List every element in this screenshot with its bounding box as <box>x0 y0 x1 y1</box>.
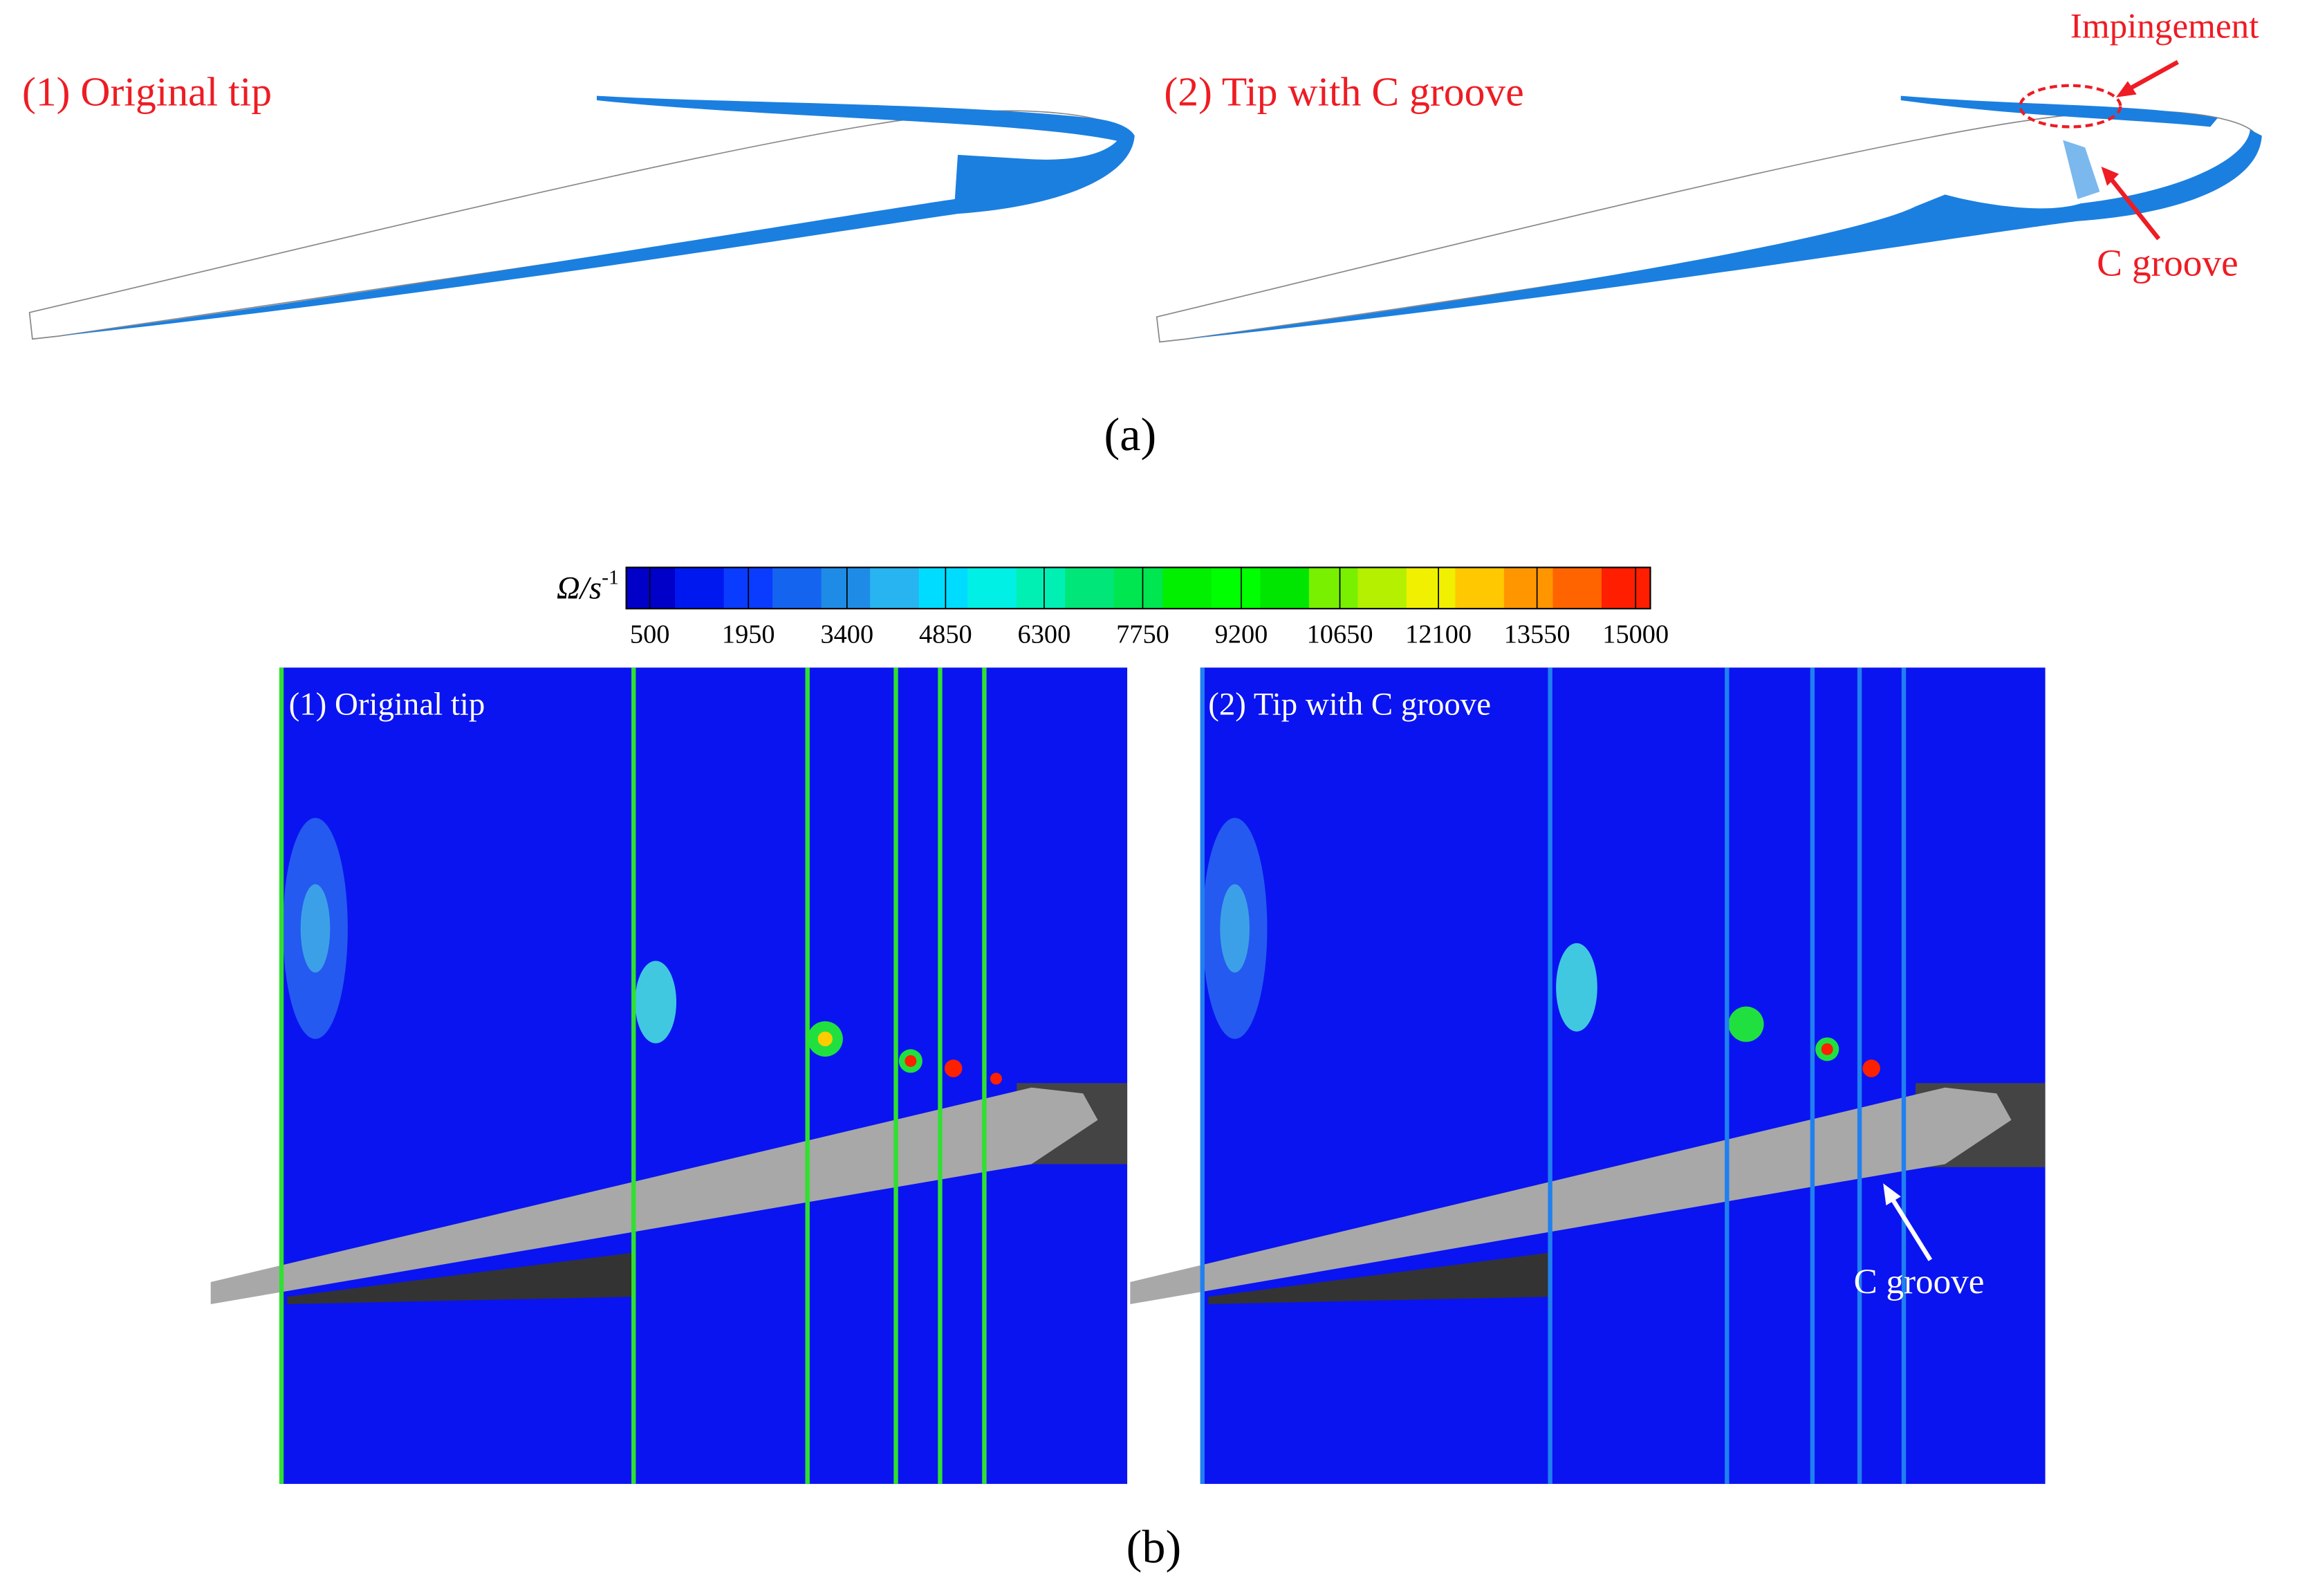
vortex-region <box>1728 1006 1764 1042</box>
panel-label: (1) Original tip <box>289 687 485 723</box>
colorbar-exponent: -1 <box>602 566 619 588</box>
arrow-head <box>2101 166 2120 186</box>
vortex-region <box>1821 1043 1833 1055</box>
colorbar-segment <box>967 567 1017 609</box>
colorbar-segment <box>1455 567 1505 609</box>
annotation: Impingement <box>2070 7 2259 46</box>
blade-shadow <box>1208 1252 1550 1304</box>
colorbar-segment <box>1552 567 1602 609</box>
vortex-region <box>1220 884 1250 973</box>
vortex-region <box>635 961 677 1043</box>
caption: (a) <box>1104 408 1157 461</box>
colorbar-segment <box>1260 567 1310 609</box>
colorbar-tick-label: 15000 <box>1602 620 1669 649</box>
contour-left: (1) Original tip <box>210 667 1128 1484</box>
colorbar: Ω/s-1 500 1950 3400 4850 6300 7750 9200 10650 12… <box>557 566 1669 649</box>
colorbar-unit: Ω/s <box>557 570 602 606</box>
colorbar-tick-label: 6300 <box>1018 620 1071 649</box>
colorbar-tick-label: 500 <box>630 620 670 649</box>
panel-a: (1) Original tip (2) Tip with C groove I… <box>22 7 2262 461</box>
colorbar-segment <box>1016 567 1066 609</box>
vortex-region <box>905 1055 917 1067</box>
annotation: C groove <box>1854 1262 1985 1301</box>
colorbar-frame <box>625 566 1651 610</box>
colorbar-segment <box>772 567 822 609</box>
colorbar-segment <box>1308 567 1359 609</box>
blade <box>1130 1087 2012 1304</box>
colorbar-segment <box>675 567 725 609</box>
colorbar-segment <box>1211 567 1261 609</box>
colorbar-segment <box>918 567 968 609</box>
vortex-region <box>944 1059 963 1077</box>
background <box>1200 667 2046 1484</box>
arrow-head <box>1883 1183 1901 1206</box>
blade-tip <box>28 110 1129 340</box>
panel-label: (1) Original tip <box>22 68 272 114</box>
panel-label: (2) Tip with C groove <box>1208 687 1491 723</box>
colorbar-segment <box>626 567 676 609</box>
colorbar-segment <box>1602 567 1651 609</box>
vortex <box>596 95 1135 142</box>
vortex-region <box>1556 943 1597 1032</box>
impingement-marker <box>2019 84 2122 129</box>
colorbar-tick-label: 13550 <box>1504 620 1570 649</box>
colorbar-tick-label: 9200 <box>1215 620 1268 649</box>
colorbar-segment <box>1065 567 1115 609</box>
vortex-region <box>300 884 331 973</box>
colorbar-label: Ω/s-1 <box>557 566 619 606</box>
plane-lines <box>1200 667 1907 1484</box>
colorbar-tick-label: 1950 <box>722 620 775 649</box>
vortex-region <box>817 1031 833 1047</box>
vortex-region <box>1862 1059 1880 1077</box>
arrow <box>2105 172 2161 241</box>
colorbar-segment <box>1406 567 1456 609</box>
colorbar-segment <box>821 567 871 609</box>
vortex-region <box>990 1073 1002 1085</box>
blade-shadow <box>287 1252 634 1304</box>
blade-tip <box>1156 110 2256 343</box>
colorbar-tick-label: 4850 <box>919 620 972 649</box>
colorbar-tick-label: 7750 <box>1116 620 1169 649</box>
colorbar-segment <box>870 567 920 609</box>
blade <box>210 1087 1098 1304</box>
arrow <box>1887 1192 1933 1261</box>
colorbar-tick-label: 3400 <box>820 620 873 649</box>
arrow-head <box>2115 81 2137 98</box>
colorbar-segment <box>1113 567 1163 609</box>
colorbar-tick-label: 10650 <box>1307 620 1373 649</box>
panel-label: (2) Tip with C groove <box>1164 68 1523 114</box>
colorbar-tick-label: 12100 <box>1405 620 1472 649</box>
caption: (b) <box>1126 1521 1182 1573</box>
colorbar-segment <box>1162 567 1212 609</box>
contour-right: C groove (2) Tip with C groove <box>1130 667 2046 1484</box>
colorbar-segment <box>1357 567 1407 609</box>
vortex <box>2063 140 2100 199</box>
colorbar-segment <box>1503 567 1554 609</box>
plane-lines <box>279 667 987 1484</box>
annotation: C groove <box>2097 242 2238 284</box>
vortex <box>1900 95 2218 127</box>
